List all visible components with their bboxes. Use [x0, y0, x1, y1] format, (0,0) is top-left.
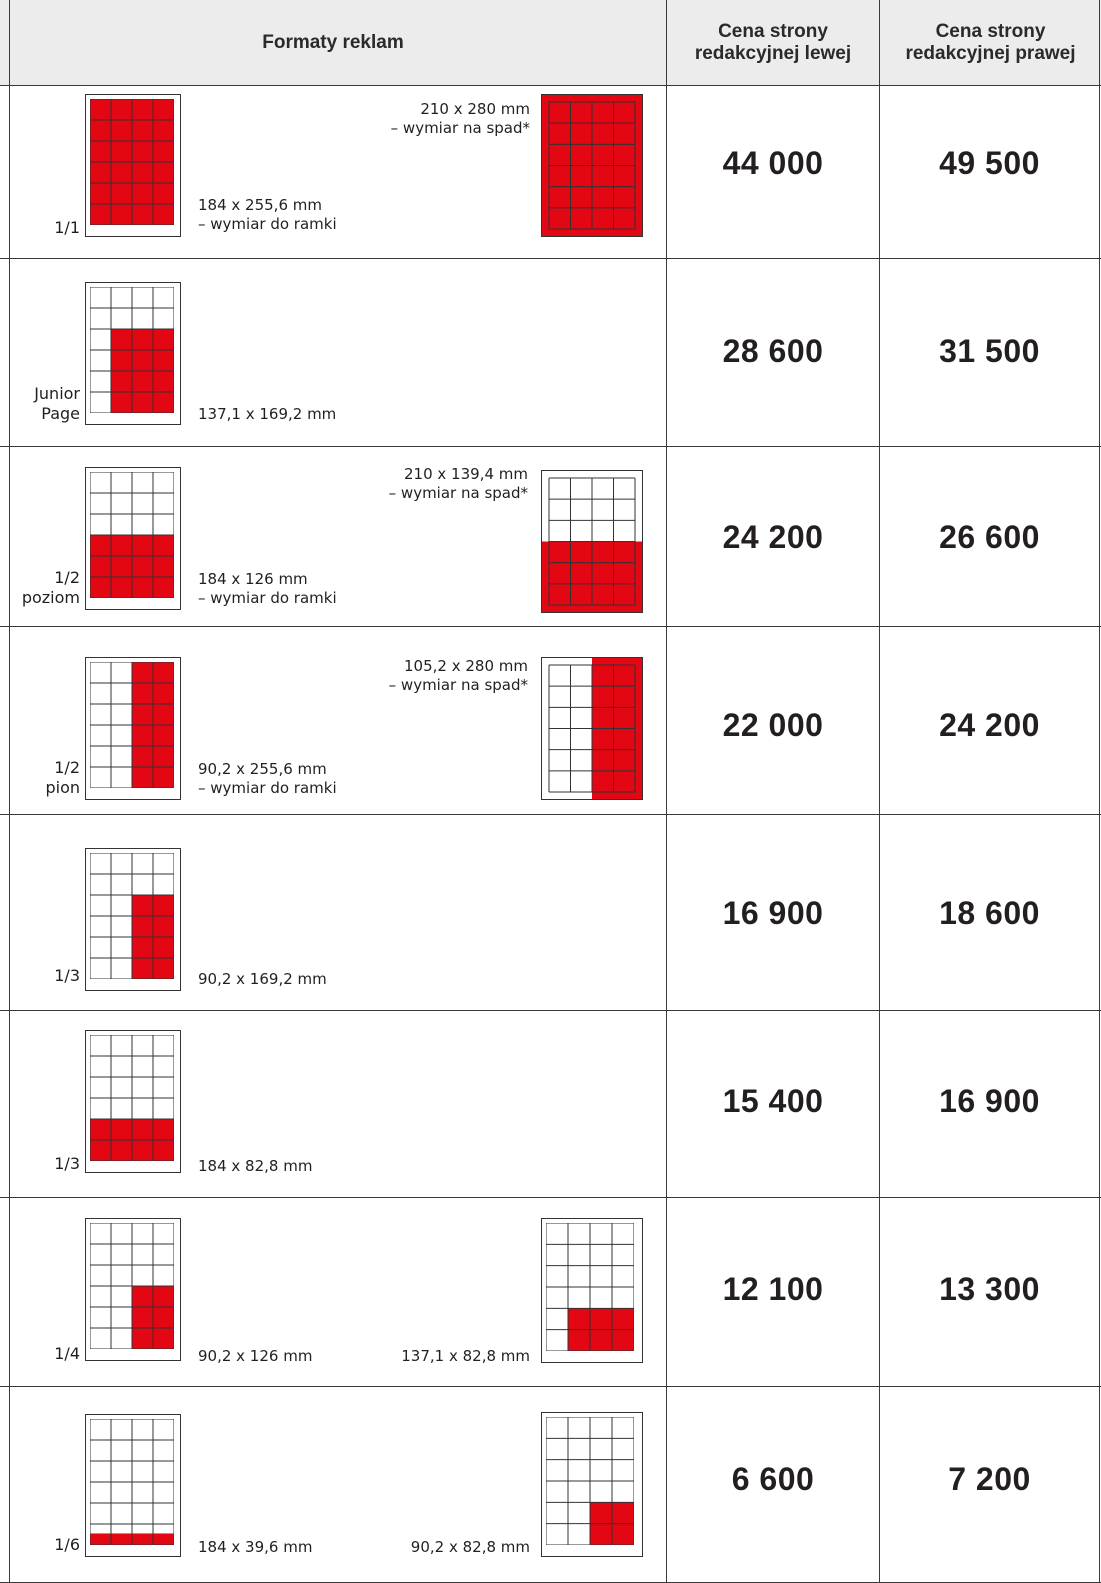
- format-label: 1/2 pion: [45, 758, 80, 797]
- format-label: 1/1: [54, 218, 80, 237]
- price-right: 24 200: [939, 707, 1040, 743]
- price-right: 16 900: [939, 1083, 1040, 1119]
- dimension-second: 137,1 x 82,8 mm: [401, 1347, 530, 1365]
- dimension-frame: 90,2 x 169,2 mm: [198, 970, 327, 988]
- grid-line-formats-right: [666, 0, 667, 1583]
- page-diagram: [85, 1030, 181, 1173]
- grid-line-row: [0, 446, 1101, 447]
- page-diagram-second: [541, 1412, 643, 1557]
- page-diagram: [85, 848, 181, 991]
- page-diagram-full: [85, 94, 181, 237]
- price-left: 16 900: [722, 895, 824, 931]
- header-price-right: Cena strony redakcyjnej prawej: [905, 20, 1076, 64]
- format-label: 1/3: [54, 966, 80, 985]
- header-formats: Formaty reklam: [262, 31, 404, 53]
- ad-grid-diagram: [90, 662, 174, 788]
- ad-grid-diagram: [546, 1417, 634, 1545]
- page-diagram-bleed: [541, 94, 643, 237]
- page-diagram-bleed: [541, 657, 643, 800]
- grid-line-header: [0, 85, 1101, 86]
- dimension-frame: 137,1 x 169,2 mm: [198, 405, 337, 423]
- page-diagram: [85, 657, 181, 800]
- header-price-left: Cena strony redakcyjnej lewej: [694, 20, 852, 64]
- price-left: 28 600: [722, 333, 824, 369]
- dimension-frame: 184 x 126 mm – wymiar do ramki: [198, 570, 337, 607]
- grid-line-price-divider: [879, 0, 880, 1583]
- page-diagram: [85, 1218, 181, 1361]
- grid-line-row: [0, 1010, 1101, 1011]
- table-header: Formaty reklam Cena strony redakcyjnej l…: [0, 0, 1101, 85]
- price-left: 44 000: [722, 145, 824, 181]
- price-left: 15 400: [722, 1083, 824, 1119]
- dimension-bleed: 210 x 280 mm – wymiar na spad*: [390, 100, 530, 137]
- dimension-frame: 90,2 x 255,6 mm – wymiar do ramki: [198, 760, 337, 797]
- dimension-frame: 90,2 x 126 mm: [198, 1347, 313, 1365]
- ad-grid-diagram: [90, 99, 174, 225]
- page-diagram: [85, 282, 181, 425]
- page-diagram: [85, 1414, 181, 1557]
- page-diagram-second: [541, 1218, 643, 1363]
- grid-line-row: [0, 1197, 1101, 1198]
- dimension-frame: 184 x 39,6 mm: [198, 1538, 313, 1556]
- ad-grid-diagram: [90, 1419, 174, 1545]
- ad-grid-diagram: [548, 658, 642, 799]
- dimension-bleed: 105,2 x 280 mm – wymiar na spad*: [388, 657, 528, 694]
- grid-line-row: [0, 626, 1101, 627]
- price-right: 49 500: [939, 145, 1040, 181]
- dimension-second: 90,2 x 82,8 mm: [410, 1538, 530, 1556]
- ad-grid-diagram: [90, 853, 174, 979]
- ad-grid-diagram: [546, 1223, 634, 1351]
- dimension-bleed: 210 x 139,4 mm – wymiar na spad*: [388, 465, 528, 502]
- dimension-frame: 184 x 82,8 mm: [198, 1157, 313, 1175]
- format-label: 1/6: [54, 1535, 80, 1554]
- format-label: 1/4: [54, 1344, 80, 1363]
- price-right: 7 200: [948, 1461, 1031, 1497]
- ad-grid-diagram: [90, 472, 174, 598]
- ad-grid-diagram: [542, 95, 642, 236]
- format-label: 1/3: [54, 1154, 80, 1173]
- price-left: 24 200: [722, 519, 824, 555]
- dimension-frame: 184 x 255,6 mm – wymiar do ramki: [198, 196, 337, 233]
- format-label: Junior Page: [34, 384, 80, 423]
- grid-line-right: [1099, 0, 1100, 1583]
- price-right: 13 300: [939, 1271, 1040, 1307]
- price-left: 22 000: [722, 707, 824, 743]
- price-right: 18 600: [939, 895, 1040, 931]
- format-label: 1/2 poziom: [21, 568, 80, 607]
- ad-grid-diagram: [90, 1035, 174, 1161]
- ad-grid-diagram: [90, 287, 174, 413]
- price-right: 31 500: [939, 333, 1040, 369]
- grid-line-row: [0, 258, 1101, 259]
- page-diagram-bleed: [541, 470, 643, 613]
- grid-line-left: [9, 0, 10, 1583]
- ad-grid-diagram: [90, 1223, 174, 1349]
- ad-grid-diagram: [542, 477, 642, 612]
- price-left: 6 600: [731, 1461, 815, 1497]
- grid-line-row: [0, 1386, 1101, 1387]
- grid-line-row: [0, 814, 1101, 815]
- page-diagram: [85, 467, 181, 610]
- price-left: 12 100: [722, 1271, 824, 1307]
- price-right: 26 600: [939, 519, 1040, 555]
